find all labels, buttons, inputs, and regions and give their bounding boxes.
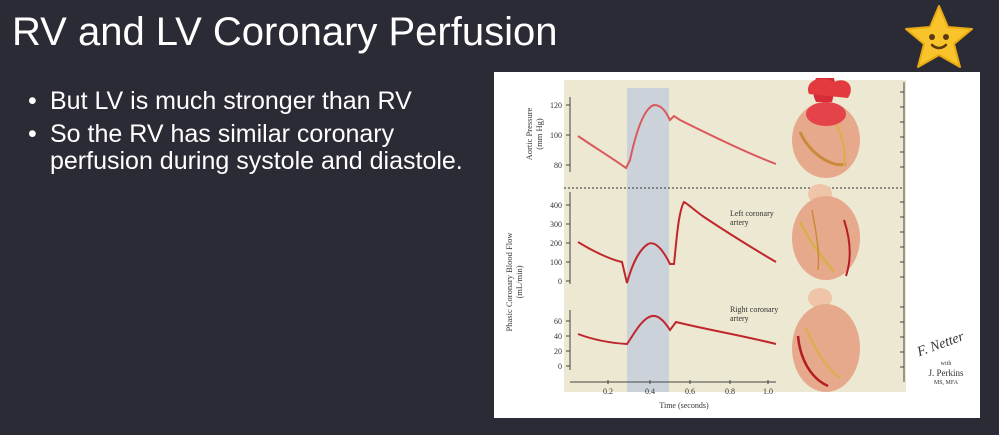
aortic-tick-100: 100 xyxy=(550,131,570,140)
aortic-pressure-curve xyxy=(577,103,777,170)
left-tick-0: 0 xyxy=(558,277,570,286)
signature-with: with xyxy=(941,361,952,367)
svg-text:0: 0 xyxy=(558,277,562,286)
svg-text:400: 400 xyxy=(550,201,562,210)
left-coronary-label-2: artery xyxy=(730,218,749,227)
svg-text:100: 100 xyxy=(550,131,562,140)
right-axis-ticks xyxy=(900,91,904,368)
coronary-perfusion-figure: 120 100 80 400 300 200 100 0 xyxy=(494,72,980,418)
left-tick-200: 200 xyxy=(550,239,570,248)
aortic-axis-label: Aortic Pressure xyxy=(524,107,534,160)
svg-text:20: 20 xyxy=(554,347,562,356)
perkins-credentials: MS, MFA xyxy=(934,380,959,386)
x-tick-1.0: 1.0 xyxy=(763,380,773,396)
aortic-tick-80: 80 xyxy=(554,161,570,170)
right-tick-40: 40 xyxy=(554,332,570,341)
star-icon xyxy=(905,5,973,68)
right-coronary-label: Right coronary xyxy=(730,305,778,314)
figure-panel xyxy=(564,80,804,392)
svg-text:1.0: 1.0 xyxy=(763,387,773,396)
left-coronary-curve xyxy=(577,200,777,284)
heart-illustration-left-coronary xyxy=(792,184,860,280)
right-coronary-label-2: artery xyxy=(730,314,749,323)
x-axis-label: Time (seconds) xyxy=(659,401,709,410)
flow-axis-label: Phasic Coronary Blood Flow xyxy=(504,232,514,332)
right-coronary-curve xyxy=(577,314,777,346)
svg-text:80: 80 xyxy=(554,161,562,170)
x-tick-0.8: 0.8 xyxy=(725,380,735,396)
svg-text:0.2: 0.2 xyxy=(603,387,613,396)
svg-text:0.8: 0.8 xyxy=(725,387,735,396)
x-tick-0.6: 0.6 xyxy=(685,380,695,396)
netter-signature: F. Netter xyxy=(914,329,966,360)
svg-text:60: 60 xyxy=(554,317,562,326)
left-tick-300: 300 xyxy=(550,220,570,229)
svg-text:0.4: 0.4 xyxy=(645,387,655,396)
heart-illustration-aortic xyxy=(792,78,860,178)
heart-illustration-right-coronary xyxy=(792,288,860,392)
svg-text:0: 0 xyxy=(558,362,562,371)
bullet-list: But LV is much stronger than RV So the R… xyxy=(24,88,494,181)
right-tick-20: 20 xyxy=(554,347,570,356)
x-tick-0.2: 0.2 xyxy=(603,380,613,396)
svg-text:200: 200 xyxy=(550,239,562,248)
right-tick-60: 60 xyxy=(554,317,570,326)
systole-band xyxy=(627,88,669,392)
flow-axis-unit: (mL/min) xyxy=(514,265,524,298)
svg-text:300: 300 xyxy=(550,220,562,229)
aortic-axis-unit: (mm Hg) xyxy=(534,118,544,150)
svg-text:0.6: 0.6 xyxy=(685,387,695,396)
right-tick-0: 0 xyxy=(558,362,570,371)
bullet-item: So the RV has similar coronary perfusion… xyxy=(24,121,494,175)
x-tick-0.4: 0.4 xyxy=(645,380,655,396)
slide-title: RV and LV Coronary Perfusion xyxy=(12,10,558,54)
left-tick-100: 100 xyxy=(550,258,570,267)
left-coronary-label: Left coronary xyxy=(730,209,774,218)
left-tick-400: 400 xyxy=(550,201,570,210)
perkins-signature: J. Perkins xyxy=(928,368,964,378)
aortic-tick-120: 120 xyxy=(550,101,570,110)
bullet-item: But LV is much stronger than RV xyxy=(24,88,494,116)
svg-text:40: 40 xyxy=(554,332,562,341)
svg-text:120: 120 xyxy=(550,101,562,110)
svg-text:100: 100 xyxy=(550,258,562,267)
